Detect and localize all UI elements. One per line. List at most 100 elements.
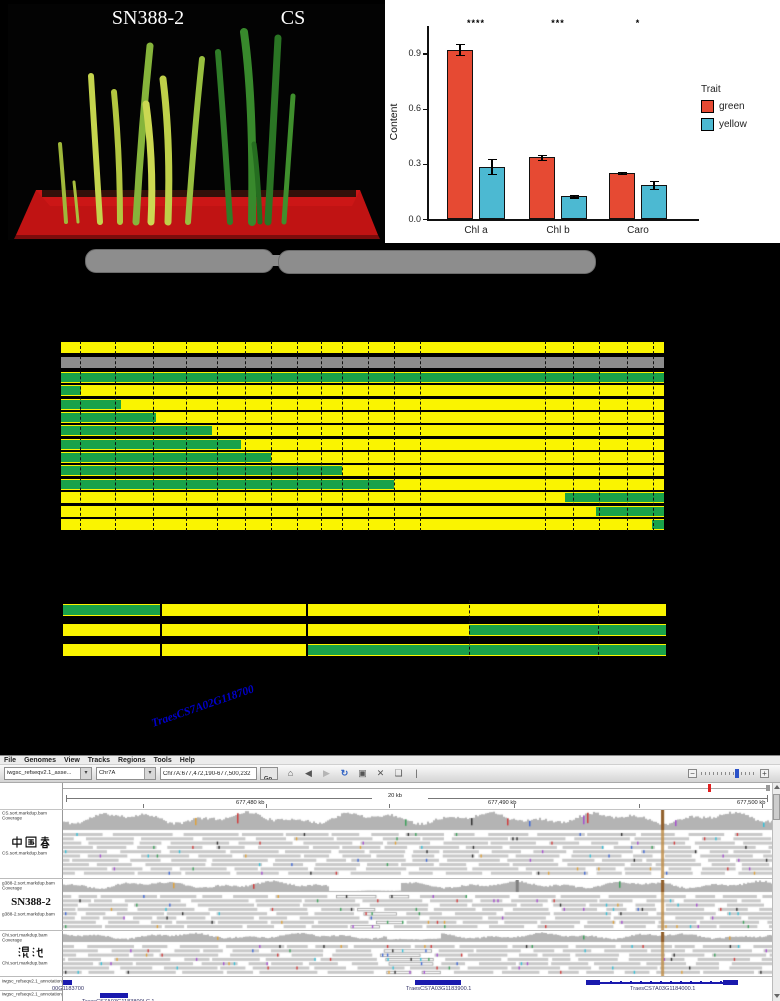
alignment-track-1[interactable] [63, 810, 772, 878]
chromosome-arm-long [278, 250, 596, 274]
back-icon[interactable]: ◀ [305, 768, 312, 778]
igv-content-area: 20 kb 677,480 kb 677,490 kb 677,500 kb CS.so… [0, 783, 780, 1001]
cs-leaves [215, 28, 296, 226]
alignment-track-2[interactable] [63, 880, 772, 930]
locus-input[interactable] [160, 767, 257, 780]
annotation-track-2[interactable] [63, 991, 772, 1001]
menu-help[interactable]: Help [179, 756, 195, 764]
green-segment [596, 506, 664, 516]
error-bar-cap [649, 180, 659, 183]
vertical-scrollbar[interactable] [772, 783, 780, 1001]
gene-name-label: 00G1183700 [51, 985, 84, 992]
x-tick-label: Chl b [546, 225, 570, 236]
igv-toolbar: iwgsc_refseqv2.1_asse... ▾ Chr7A ▾ Go ⌂ ◀… [0, 765, 780, 783]
ruler-tick-label: 677,500 kb [737, 800, 766, 806]
green-segment [61, 426, 213, 436]
error-bar [459, 44, 461, 56]
chromosome-strip-line [63, 788, 768, 789]
gene-body[interactable] [99, 993, 129, 998]
gene-name-label: TraesCS7A03G1183800LC.1 [82, 999, 155, 1001]
gene-body[interactable] [415, 980, 462, 985]
y-axis-line [427, 26, 429, 219]
ruler-tick [389, 804, 390, 808]
genotype-row [60, 384, 665, 398]
marker-line [185, 341, 187, 532]
scroll-up-icon[interactable] [774, 785, 780, 789]
ruler-tick [639, 804, 640, 808]
gene-exon[interactable] [585, 980, 600, 985]
zoom-slider-handle[interactable] [735, 769, 739, 778]
scrollbar-thumb[interactable] [773, 794, 780, 820]
y-tick-label: 0.3 [408, 158, 421, 169]
bar-yellow-caro [641, 184, 667, 219]
track-name: SN388-2 [11, 896, 51, 908]
chat-bubble-icon[interactable]: ❑ [394, 768, 403, 778]
scalebar-line-right [428, 798, 768, 799]
zoom-slider-track[interactable] [701, 772, 757, 775]
solid-divider [160, 600, 162, 660]
error-bar [541, 155, 543, 160]
green-segment [61, 453, 272, 463]
chevron-down-icon[interactable]: ▾ [144, 768, 155, 779]
x-tick-label: Chl a [464, 225, 488, 236]
marker-line [320, 341, 322, 532]
marker-line [367, 341, 369, 532]
error-bar-cap [455, 55, 465, 57]
green-segment [468, 625, 666, 635]
menu-regions[interactable]: Regions [117, 756, 146, 764]
zoom-in-button[interactable]: + [760, 769, 769, 778]
alignment-track-3[interactable] [63, 932, 772, 976]
chevron-down-icon[interactable]: ▾ [80, 768, 91, 779]
scalebar-line-left [66, 798, 372, 799]
close-icon[interactable]: ✕ [376, 768, 385, 778]
separator [0, 976, 772, 977]
gene-body[interactable] [63, 980, 73, 985]
error-bar [491, 159, 493, 174]
region-tool-icon[interactable]: ▣ [358, 768, 367, 778]
gene-name-label: TraesCS7A03G1183900.1 [406, 985, 472, 992]
green-segment [61, 439, 241, 449]
coverage-track-label: Chi.sort.markdup.bam Coverage [2, 933, 48, 943]
ruler-tick [762, 804, 763, 808]
y-tick [423, 219, 427, 221]
scroll-down-icon[interactable] [774, 994, 780, 998]
label-sn388-2: SN388-2 [111, 7, 185, 29]
green-segment [61, 479, 394, 489]
menu-file[interactable]: File [4, 756, 17, 764]
reads-track-label: Chi.sort.markdup.bam [2, 961, 48, 966]
refresh-icon[interactable]: ↻ [340, 768, 349, 778]
separator [0, 809, 772, 810]
chromosome-select[interactable]: Chr7A ▾ [96, 767, 156, 780]
track-name-glyphs [18, 946, 43, 958]
error-bar-cap [455, 44, 465, 46]
y-tick [423, 53, 427, 55]
track-label-box-2: g388-2.sort.markdup.bam Coverage SN388-2 g… [0, 880, 62, 931]
locus-marker-red [708, 784, 711, 792]
significance-stars: * [635, 18, 641, 28]
genotype-row [60, 464, 665, 478]
fine-mapping-block1 [60, 341, 665, 532]
chromosome-row [60, 356, 665, 369]
chromosome-arm-short [85, 249, 274, 273]
legend-label-yellow: yellow [719, 119, 747, 130]
scalebar-endtick [66, 795, 67, 802]
ruler-tick-label: 677,490 kb [488, 800, 517, 806]
green-segment [61, 386, 81, 396]
menu-genomes[interactable]: Genomes [24, 756, 56, 764]
gene-exon[interactable] [722, 980, 738, 985]
menu-view[interactable]: View [63, 756, 80, 764]
green-segment [61, 373, 664, 382]
menu-tools[interactable]: Tools [153, 756, 172, 764]
candidate-genotype-row [62, 603, 667, 617]
go-button[interactable]: Go [260, 767, 278, 780]
pigment-bar-chart: 0.0 0.3 0.6 0.9 Content Chl a **** Chl b *** Caro… [385, 0, 780, 243]
zoom-out-button[interactable]: − [688, 769, 697, 778]
menu-tracks[interactable]: Tracks [87, 756, 110, 764]
legend-label-green: green [719, 101, 745, 112]
home-icon[interactable]: ⌂ [287, 768, 294, 778]
genome-select[interactable]: iwgsc_refseqv2.1_asse... ▾ [4, 767, 92, 780]
chromosome-strip-end [766, 785, 770, 791]
forward-icon[interactable]: ▶ [323, 768, 330, 778]
scalebar-label: 20 kb [387, 793, 402, 799]
scalebar-endtick [767, 795, 768, 802]
